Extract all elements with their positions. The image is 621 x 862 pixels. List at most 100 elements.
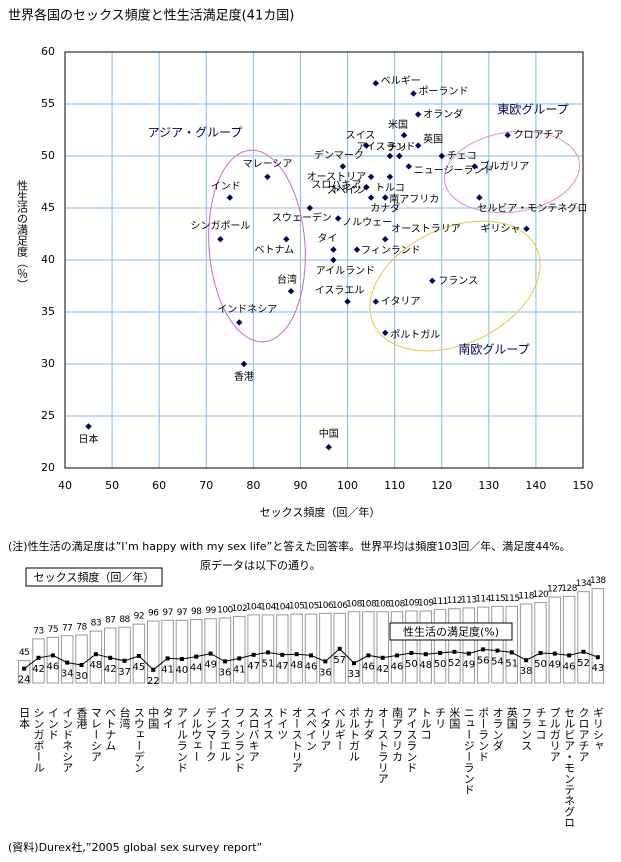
x-tick-label: インド xyxy=(46,707,59,740)
bar xyxy=(175,619,189,684)
bar xyxy=(476,606,490,684)
value-label: 87 xyxy=(105,616,115,626)
point-label: マレーシア xyxy=(243,159,293,170)
scatter-point xyxy=(344,298,351,305)
value-label: 120 xyxy=(533,590,549,600)
scatter-point xyxy=(353,246,361,253)
value-label: 45 xyxy=(19,648,29,658)
value-label: 42 xyxy=(32,664,45,675)
value-label: 46 xyxy=(46,661,59,672)
scatter-point xyxy=(386,173,394,180)
point-label: オランダ xyxy=(423,107,463,120)
line-marker xyxy=(50,653,55,658)
point-label: フランス xyxy=(438,275,478,287)
y-axis-label: 性生活の満足度（％） xyxy=(16,179,29,290)
scatter-point xyxy=(287,288,295,295)
x-tick-label: ノルウェー xyxy=(190,707,203,762)
value-label: 42 xyxy=(104,664,117,675)
scatter-point xyxy=(429,277,436,284)
value-label: 52 xyxy=(448,658,461,669)
scatter-point xyxy=(438,152,445,160)
value-label: 127 xyxy=(547,585,563,595)
value-label: 73 xyxy=(33,626,43,636)
value-label: 38 xyxy=(520,666,533,677)
chart-title: 世界各国のセックス頻度と性生活満足度(41カ国) xyxy=(8,8,294,24)
x-tick-label: ポーランド xyxy=(477,707,490,762)
point-label: アイスランド xyxy=(356,141,415,153)
line-marker xyxy=(438,651,443,655)
point-label: スペイン xyxy=(327,186,366,197)
value-label: 36 xyxy=(219,667,232,678)
x-tick-label: ギリシャ xyxy=(591,707,604,751)
scatter-point xyxy=(334,215,342,222)
value-label: 34 xyxy=(61,669,74,680)
line-marker xyxy=(581,649,586,654)
x-tick-label: アイスランド xyxy=(405,707,418,773)
value-label: 115 xyxy=(504,594,520,604)
scatter-point xyxy=(330,246,337,253)
value-label: 102 xyxy=(231,604,247,614)
value-label: 104 xyxy=(274,602,290,612)
line-marker xyxy=(93,652,98,657)
bar xyxy=(376,611,389,684)
value-label: 33 xyxy=(348,669,361,680)
x-tick-label: 50 xyxy=(105,479,119,492)
scatter-point xyxy=(85,423,92,430)
bar xyxy=(17,660,31,684)
value-label: 56 xyxy=(477,655,490,666)
line-marker xyxy=(151,667,156,672)
point-label: 香港 xyxy=(234,371,254,383)
line-marker xyxy=(309,653,313,658)
point-label: 日本 xyxy=(79,432,99,445)
bar xyxy=(233,615,246,684)
bar xyxy=(190,619,203,684)
value-label: 104 xyxy=(246,602,262,612)
bar xyxy=(562,595,576,684)
legend-label: セックス頻度（回／年） xyxy=(34,570,155,584)
x-tick-label: 90 xyxy=(293,479,307,492)
value-label: 104 xyxy=(260,602,276,612)
line-marker xyxy=(323,659,328,664)
bar xyxy=(132,623,146,684)
value-label: 75 xyxy=(48,625,58,635)
value-label: 48 xyxy=(419,660,432,671)
line-marker xyxy=(538,651,543,655)
point-label: チリ xyxy=(387,142,407,154)
scatter-point xyxy=(471,163,478,170)
line-marker xyxy=(595,655,600,660)
point-label: タイ xyxy=(317,233,337,245)
value-label: 97 xyxy=(162,608,172,618)
point-label: イスラエル xyxy=(315,285,365,297)
line-marker xyxy=(79,663,84,667)
bar xyxy=(147,620,160,684)
bar xyxy=(161,619,174,684)
bar xyxy=(46,636,60,684)
value-label: 42 xyxy=(376,664,389,675)
scatter-point xyxy=(264,173,271,180)
value-label: 92 xyxy=(134,612,144,622)
bar xyxy=(419,610,432,684)
line-marker xyxy=(208,651,213,656)
line-marker xyxy=(466,651,471,656)
scatter-point xyxy=(382,236,389,243)
y-tick-label: 55 xyxy=(41,97,55,110)
y-tick-label: 40 xyxy=(41,253,55,266)
scatter-point xyxy=(386,152,394,160)
x-tick-label: フィンランド xyxy=(233,707,246,773)
line-marker xyxy=(495,648,500,653)
point-label: ポルトガル xyxy=(390,329,440,341)
point-label: ポーランド xyxy=(418,86,468,98)
value-label: 128 xyxy=(561,584,577,594)
group-label: アジア・グループ xyxy=(148,126,243,140)
value-label: 40 xyxy=(176,665,189,676)
scatter-point xyxy=(330,256,337,264)
line-marker xyxy=(524,658,529,663)
x-tick-label: 香港 xyxy=(75,707,88,729)
x-tick-label: オーストリア xyxy=(290,707,303,773)
line-marker xyxy=(251,652,256,657)
value-label: 108 xyxy=(375,599,391,609)
point-label: 米国 xyxy=(388,118,408,131)
x-tick-label: チェコ xyxy=(534,707,547,740)
bar xyxy=(491,605,504,684)
x-tick-label: カナダ xyxy=(362,707,375,740)
